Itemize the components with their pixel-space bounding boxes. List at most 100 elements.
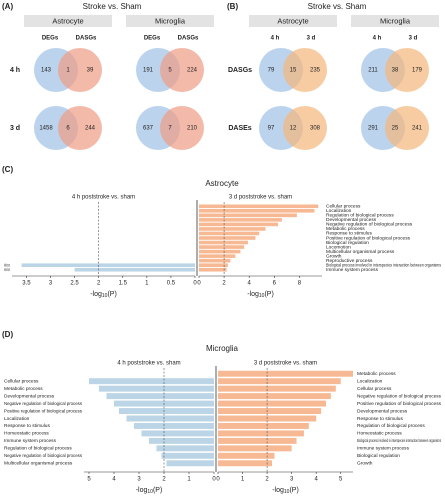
category-label: Locomotion	[326, 244, 351, 250]
bar	[199, 267, 227, 272]
x-tick-label: 0	[216, 477, 220, 483]
venn-count: 5	[168, 68, 172, 74]
category-label: Regulation of biological process	[326, 213, 394, 219]
panel-label: (B)	[227, 2, 238, 11]
venn-count: 244	[85, 126, 96, 132]
venn-count: 7	[168, 126, 172, 132]
side-subtitle: 3 d poststroke vs. sham	[229, 195, 292, 201]
x-axis-label-sub: 10	[102, 293, 108, 299]
x-axis-label: -log10(P)	[90, 291, 117, 299]
category-label: Homeostatic process	[357, 431, 402, 437]
set-circle	[160, 106, 204, 150]
panel-label: (D)	[2, 330, 13, 339]
x-tick-label: 2	[265, 477, 269, 483]
venn-count: 211	[368, 68, 378, 74]
category-label: Response to stimulus	[357, 416, 403, 422]
group-header-box	[351, 15, 439, 27]
category-label: Metabolic process	[4, 262, 10, 268]
x-axis-label-sub: 10	[284, 489, 290, 495]
side-subtitle: 4 h poststroke vs. sham	[72, 195, 135, 201]
venn-count: 637	[143, 126, 154, 132]
bar	[99, 385, 214, 392]
x-tick-label: 3	[49, 281, 53, 287]
bar	[199, 249, 241, 254]
category-label: Negative regulation of biological proces…	[326, 222, 413, 228]
x-tick-label: 8	[298, 281, 302, 287]
category-label: Metabolic process	[4, 386, 43, 392]
category-label: Localization	[357, 378, 383, 384]
x-tick-label: 2	[162, 477, 166, 483]
x-axis-label-part: (P)	[289, 487, 298, 494]
panel-label: (C)	[2, 165, 13, 174]
venn-count: 179	[412, 68, 423, 74]
bar	[126, 415, 214, 422]
group-header-box	[126, 15, 214, 27]
bar	[199, 227, 266, 231]
group-header-box	[249, 15, 337, 27]
category-label: Immune system process	[4, 438, 57, 444]
set-label: DASGs	[178, 36, 199, 42]
bar	[89, 378, 214, 385]
set-circle	[385, 106, 429, 150]
venn-count: 191	[143, 68, 154, 74]
category-label: Positive regulation of biological proces…	[4, 408, 83, 414]
venn-count: 235	[310, 68, 321, 74]
set-circle	[160, 48, 204, 92]
venn-count: 38	[392, 68, 399, 74]
category-label: Developmental process	[357, 408, 408, 414]
category-label: Negative regulation of biological proces…	[4, 453, 83, 459]
set-circle	[283, 106, 327, 150]
set-label: 4 h	[271, 36, 280, 42]
bar	[218, 378, 341, 385]
bar	[134, 422, 214, 429]
category-label: Regulation of biological process	[357, 423, 425, 429]
bar	[218, 393, 331, 400]
bar	[218, 385, 336, 392]
venn-count: 39	[87, 68, 94, 74]
bar	[199, 222, 279, 227]
category-label: Response to stimulus	[4, 423, 50, 429]
panel-title: Astrocyte	[205, 179, 239, 188]
x-tick-label: 4	[112, 477, 116, 483]
bar	[199, 258, 231, 263]
bar	[21, 263, 196, 268]
x-tick-label: 3.5	[22, 281, 31, 287]
x-tick-label: 0	[193, 281, 197, 287]
venn-count: 12	[290, 126, 297, 132]
bar	[166, 460, 214, 467]
bar	[199, 231, 260, 236]
x-axis-label-part: -log	[247, 291, 259, 298]
bar	[74, 267, 195, 272]
venn-count: 79	[268, 68, 275, 74]
venn-count: 25	[392, 126, 399, 132]
x-tick-label: 1	[241, 477, 245, 483]
panel-title: Stroke vs. Sham	[83, 2, 142, 11]
row-label: DASEs	[228, 125, 251, 132]
category-label: Cellular process	[357, 386, 392, 392]
set-circle	[58, 106, 102, 150]
category-label: Positive regulation of biological proces…	[326, 235, 411, 241]
category-label: Localization	[4, 416, 30, 422]
x-axis-label-part: -log	[136, 487, 148, 494]
category-label: Developmental process	[4, 393, 55, 399]
set-label: DASGs	[76, 36, 97, 42]
category-label: Developmental process	[4, 267, 10, 273]
x-tick-label: 0.5	[167, 281, 176, 287]
venn-count: 291	[368, 126, 379, 132]
panel-title: Microglia	[206, 344, 239, 353]
category-label: Multicellular organismal process	[4, 461, 73, 467]
bar	[199, 204, 319, 209]
bar	[218, 400, 326, 407]
x-tick-label: 5	[339, 477, 343, 483]
bar	[199, 218, 282, 222]
x-tick-label: 4	[315, 477, 319, 483]
x-tick-label: 0	[197, 281, 201, 287]
category-label: Metabolic process	[357, 371, 396, 377]
bar	[218, 408, 322, 415]
panel-label: (A)	[2, 2, 13, 11]
venn-count: 1	[66, 68, 70, 74]
category-label: Biological process involved in interspec…	[326, 262, 441, 268]
set-label: DEGs	[144, 36, 161, 42]
bar	[106, 393, 214, 400]
